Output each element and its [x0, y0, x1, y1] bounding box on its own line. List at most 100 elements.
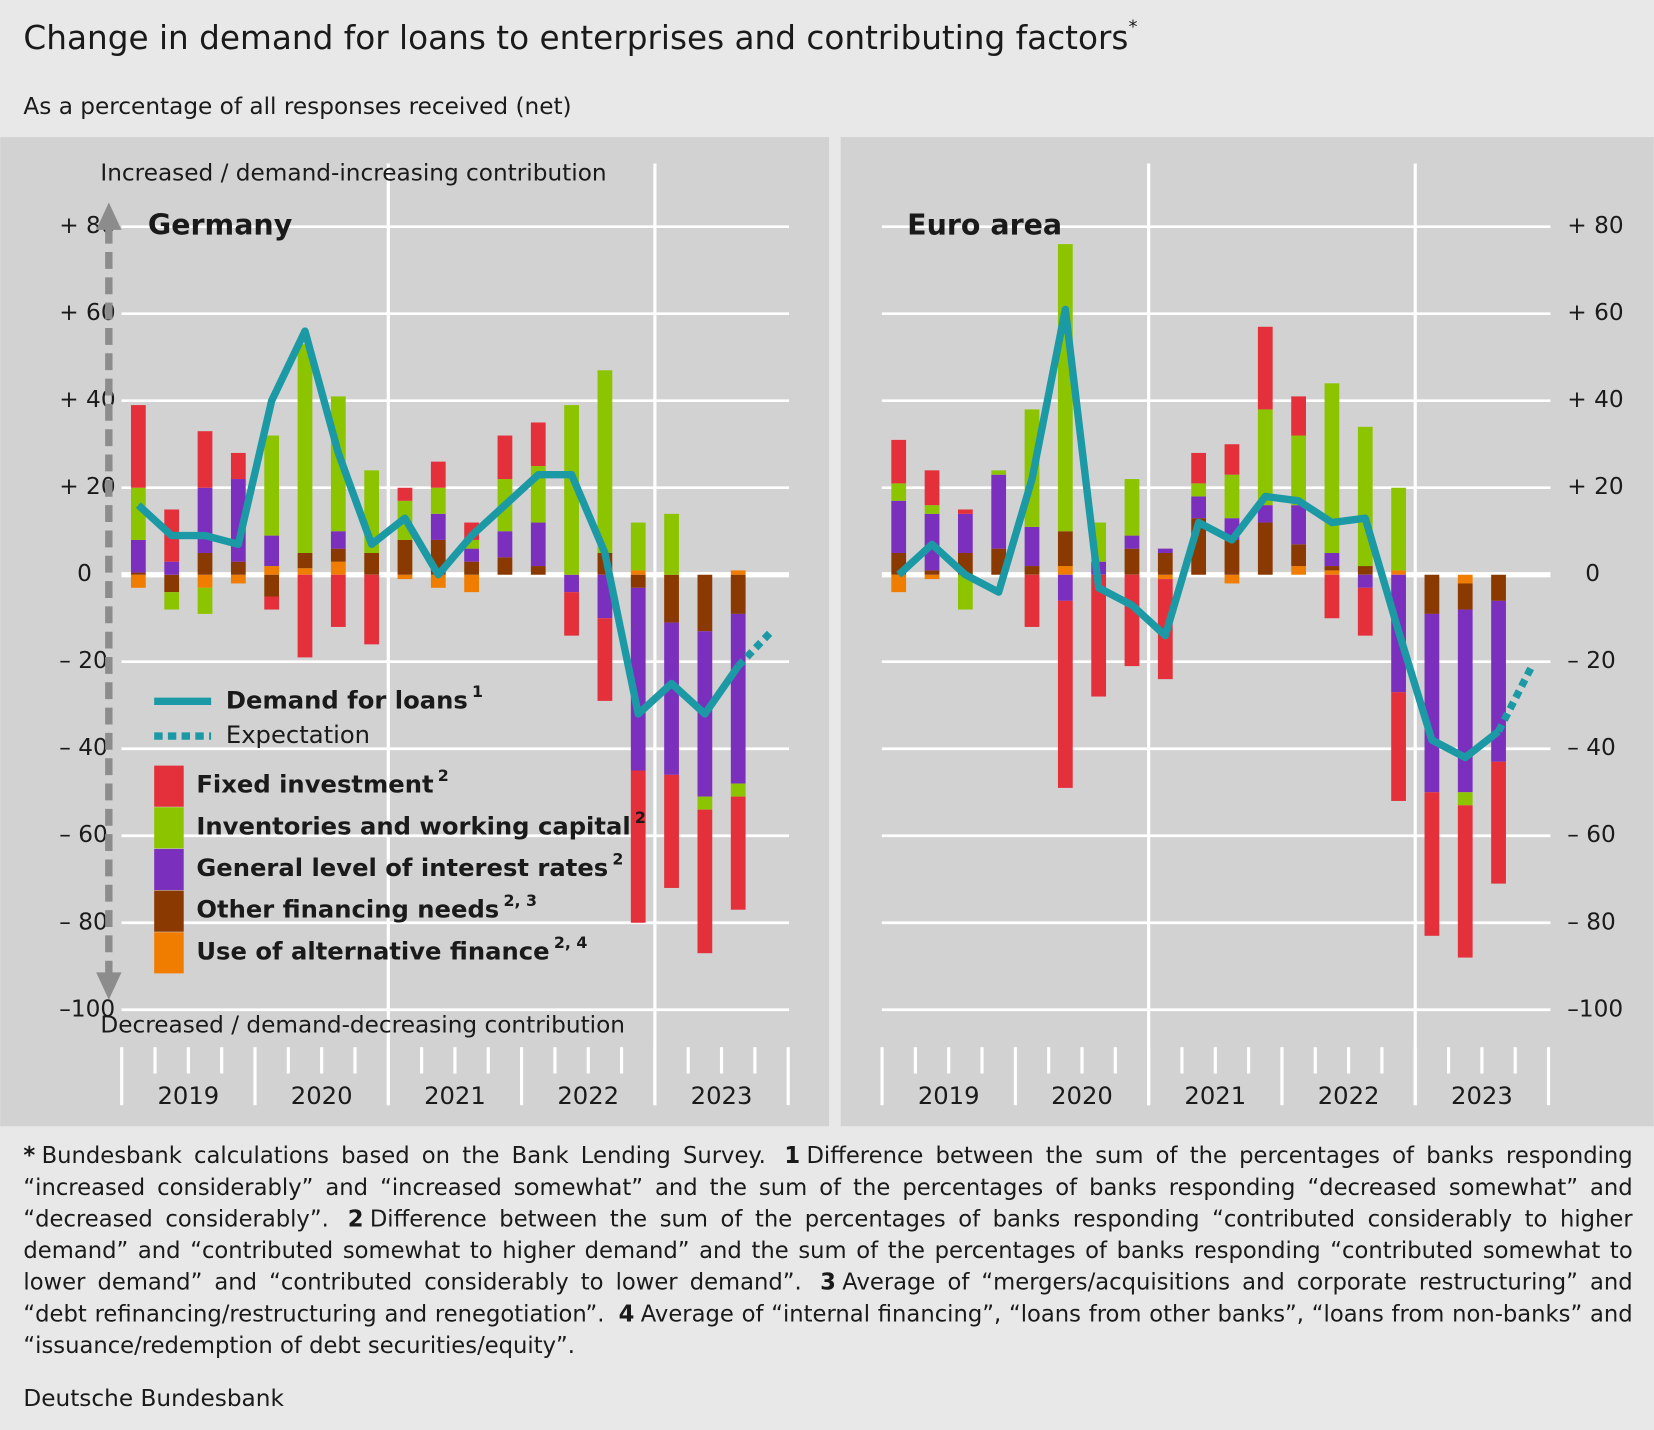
- bar-segment: [730, 570, 746, 575]
- bar-segment: [497, 435, 513, 480]
- bar-segment: [264, 596, 280, 610]
- footnotes: * Bundesbank calculations based on the Ba…: [23, 1141, 1632, 1362]
- bar-segment: [1091, 574, 1107, 697]
- bar-segment: [730, 796, 746, 910]
- legend-note: 2, 3: [503, 891, 536, 910]
- bar-segment: [697, 574, 713, 632]
- bar-segment: [397, 487, 413, 501]
- y-tick-label: 0: [77, 560, 92, 587]
- bar-segment: [891, 483, 907, 501]
- bar-segment: [1057, 244, 1073, 532]
- legend-label: Demand for loans 1: [226, 681, 483, 714]
- bar-segment: [1357, 574, 1373, 588]
- bar-segment: [924, 570, 940, 575]
- y-tick-label: + 40: [1567, 386, 1623, 413]
- bar-segment: [1291, 435, 1306, 506]
- bar-segment: [430, 513, 446, 540]
- x-year-label: 2023: [1451, 1081, 1513, 1110]
- bar-segment: [1224, 539, 1240, 575]
- bar-segment: [1457, 609, 1473, 793]
- bar-segment: [397, 539, 413, 575]
- bar-segment: [1124, 535, 1140, 549]
- legend-label: Inventories and working capital 2: [196, 807, 646, 840]
- bar-segment: [1057, 566, 1073, 575]
- bar-segment: [1324, 566, 1340, 571]
- panel-title: Euro area: [907, 209, 1062, 242]
- bar-segment: [464, 561, 479, 575]
- bar-segment: [630, 570, 646, 575]
- bar-segment: [1191, 496, 1207, 519]
- bar-segment: [1257, 409, 1273, 506]
- bar-segment: [730, 574, 746, 614]
- x-year-label: 2020: [1051, 1081, 1113, 1110]
- bar-segment: [1124, 479, 1140, 536]
- footnote-mark: 4: [618, 1301, 635, 1328]
- bar-segment: [330, 574, 346, 627]
- bar-segment: [430, 487, 446, 514]
- bar-segment: [130, 405, 146, 488]
- y-tick-label: – 80: [1567, 908, 1615, 935]
- bar-segment: [130, 574, 146, 588]
- y-tick-label: – 60: [1567, 821, 1615, 848]
- bar-segment: [530, 522, 546, 567]
- bar-segment: [1391, 570, 1406, 575]
- x-year-label: 2019: [918, 1081, 980, 1110]
- bar-segment: [1157, 552, 1173, 575]
- legend-name: Other financing needs: [196, 895, 499, 924]
- bar-segment: [1291, 544, 1306, 567]
- bar-segment: [1257, 522, 1273, 575]
- bar-segment: [1224, 444, 1240, 475]
- panel-bg: [0, 137, 830, 1127]
- bar-segment: [497, 531, 513, 558]
- source: Deutsche Bundesbank: [23, 1385, 284, 1412]
- y-tick-label: + 80: [1567, 212, 1623, 239]
- bar-segment: [1191, 452, 1207, 484]
- bar-segment: [264, 574, 280, 597]
- legend-swatch: [154, 848, 184, 891]
- bar-segment: [1324, 383, 1340, 553]
- bar-segment: [1491, 574, 1506, 601]
- y-tick-label: – 20: [59, 647, 107, 674]
- bar-segment: [697, 809, 713, 954]
- bar-segment: [664, 774, 679, 888]
- legend-name: Demand for loans: [226, 685, 468, 714]
- bar-segment: [297, 568, 313, 575]
- legend-swatch: [154, 890, 184, 932]
- x-year-label: 2019: [157, 1081, 219, 1110]
- x-year-label: 2022: [557, 1081, 619, 1110]
- bar-segment: [130, 572, 146, 575]
- bar-segment: [924, 470, 940, 506]
- legend-name: Fixed investment: [196, 770, 434, 799]
- bar-segment: [891, 574, 907, 593]
- bar-segment: [264, 566, 280, 575]
- bar-segment: [1057, 531, 1073, 567]
- bar-segment: [164, 574, 180, 593]
- demand-line: [896, 305, 1501, 762]
- bar-segment: [1024, 566, 1040, 575]
- bar-segment: [1457, 583, 1473, 610]
- bar-segment: [1491, 600, 1506, 762]
- bar-segment: [991, 470, 1007, 475]
- bar-segment: [957, 574, 973, 610]
- y-tick-label: – 80: [59, 908, 107, 935]
- y-tick-label: – 40: [59, 734, 107, 761]
- footnote-text: * Bundesbank calculations based on the Ba…: [23, 1141, 1632, 1362]
- chart-title: Change in demand for loans to enterprise…: [23, 16, 1137, 57]
- bar-segment: [564, 574, 579, 593]
- legend-name: Use of alternative finance: [196, 936, 549, 965]
- footnote-body: Difference between the sum of the percen…: [23, 1143, 1633, 1233]
- footnote-body: Average of “internal financing”, “loans …: [23, 1301, 1633, 1360]
- legend-label: Use of alternative finance 2, 4: [196, 932, 587, 965]
- bar-segment: [1057, 574, 1073, 601]
- bar-segment: [430, 461, 446, 488]
- footnote-body: Bundesbank calculations based on the Ban…: [41, 1143, 766, 1170]
- bar-segment: [230, 561, 246, 575]
- bar-segment: [924, 574, 940, 580]
- bar-segment: [397, 574, 413, 580]
- y-tick-label: – 20: [1567, 647, 1615, 674]
- title-note: *: [1128, 16, 1137, 37]
- legend-note: 2: [635, 807, 646, 826]
- bar-segment: [1024, 526, 1040, 567]
- legend-note: 1: [472, 681, 483, 700]
